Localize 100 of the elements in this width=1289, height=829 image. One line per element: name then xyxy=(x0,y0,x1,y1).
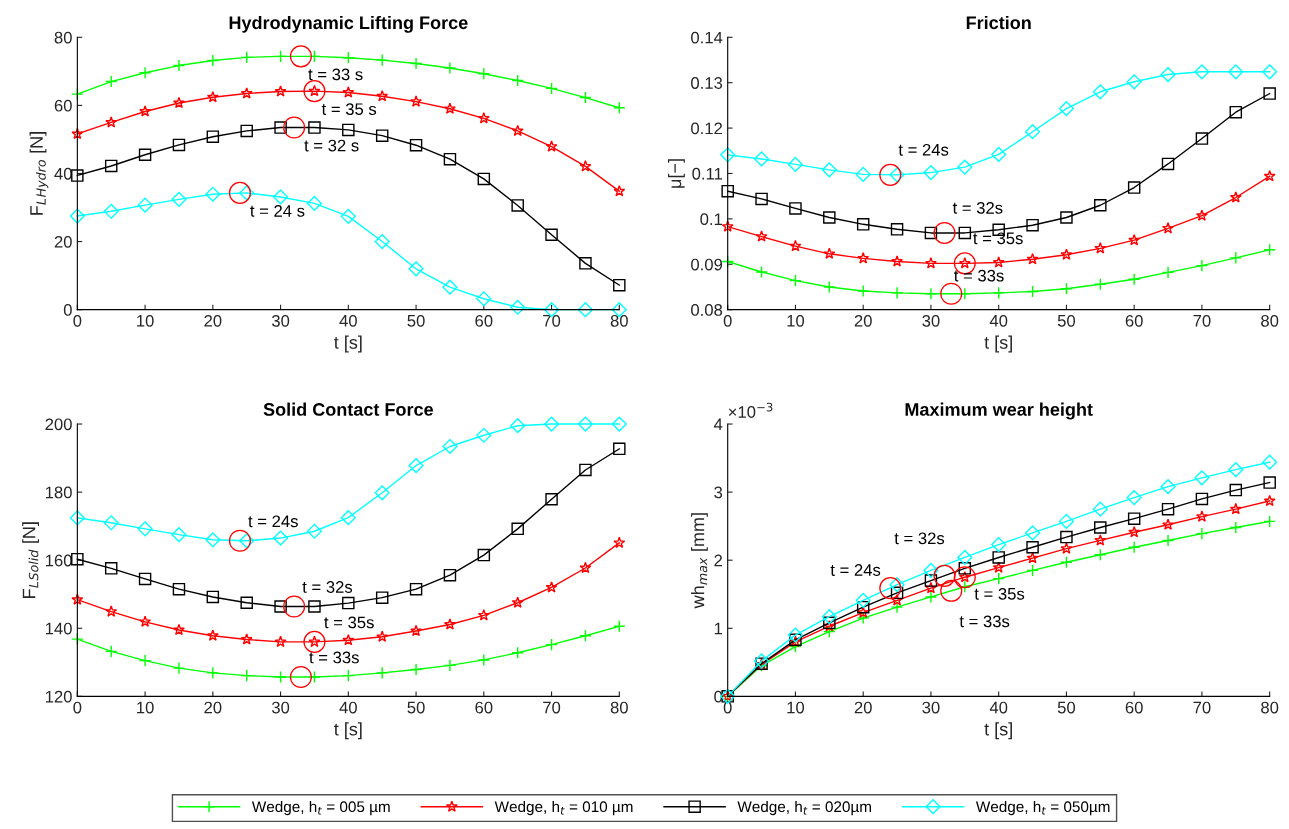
x-tick-label: 20 xyxy=(204,701,222,714)
x-tick-label: 50 xyxy=(407,701,425,714)
point xyxy=(375,666,389,680)
point xyxy=(991,536,1007,553)
point xyxy=(1094,198,1107,212)
point xyxy=(409,57,423,70)
point xyxy=(924,226,938,240)
point xyxy=(477,67,491,80)
point xyxy=(443,568,457,582)
point xyxy=(308,121,321,134)
point xyxy=(924,574,938,587)
point xyxy=(1058,513,1074,529)
point xyxy=(754,653,770,669)
y-tick-label: 60 xyxy=(54,99,72,112)
point xyxy=(477,172,491,186)
y-tick-label: 0.13 xyxy=(691,77,723,89)
y-tick-label: 2 xyxy=(714,554,722,567)
point xyxy=(409,582,423,596)
point xyxy=(1094,242,1107,254)
point xyxy=(1094,548,1107,561)
point xyxy=(376,89,389,102)
point xyxy=(613,278,626,292)
point xyxy=(821,609,837,625)
point xyxy=(890,223,904,236)
point xyxy=(1263,243,1276,256)
point xyxy=(477,548,491,562)
point xyxy=(274,50,287,63)
point xyxy=(138,572,152,586)
point xyxy=(171,191,187,207)
point xyxy=(408,261,424,277)
point xyxy=(71,127,84,140)
point xyxy=(545,638,558,651)
point xyxy=(1262,64,1278,80)
point xyxy=(172,96,185,109)
point xyxy=(1024,124,1041,140)
point xyxy=(992,551,1005,564)
point xyxy=(408,457,424,474)
point xyxy=(1195,492,1209,506)
point xyxy=(613,619,626,633)
y-tick-label: 20 xyxy=(54,235,72,248)
point xyxy=(579,257,592,270)
x-tick-label: 70 xyxy=(1193,314,1211,327)
point xyxy=(375,591,389,604)
point xyxy=(410,95,423,107)
point xyxy=(957,159,973,175)
point xyxy=(787,627,804,643)
point xyxy=(1127,181,1141,194)
point xyxy=(755,192,768,206)
point xyxy=(1060,542,1073,554)
point xyxy=(787,156,804,172)
text: ×10$^{−3}$ xyxy=(728,402,773,418)
x-tick-label: 40 xyxy=(989,314,1008,327)
point xyxy=(855,166,871,182)
point xyxy=(104,159,118,173)
y-tick-label: 80 xyxy=(54,31,72,44)
y-tick-label: 1 xyxy=(714,622,723,635)
point xyxy=(1161,534,1175,547)
point xyxy=(104,75,118,88)
point xyxy=(1228,64,1244,80)
x-tick-label: 40 xyxy=(989,701,1008,714)
point xyxy=(103,203,119,219)
point xyxy=(1092,501,1108,517)
point xyxy=(103,515,119,531)
x-tick-label: 60 xyxy=(1125,314,1143,327)
point xyxy=(924,287,938,301)
point xyxy=(69,510,85,526)
y-tick-label: 0.08 xyxy=(691,304,723,316)
point xyxy=(1026,253,1039,265)
point xyxy=(1160,66,1176,83)
point xyxy=(476,427,492,443)
point xyxy=(1195,527,1209,540)
point xyxy=(442,438,458,455)
point xyxy=(1058,100,1074,117)
point xyxy=(1127,512,1141,525)
annotation: t = 24 s xyxy=(250,204,305,217)
point xyxy=(477,653,491,667)
point xyxy=(991,146,1007,162)
x-axis-title: t [s] xyxy=(984,335,1012,353)
point xyxy=(206,90,219,103)
point xyxy=(308,600,321,613)
point xyxy=(340,208,356,224)
point xyxy=(924,590,938,604)
point xyxy=(890,286,904,300)
x-tick-label: 60 xyxy=(1125,701,1143,714)
chart-title: Maximum wear height xyxy=(905,402,1093,420)
y-tick-label: 0 xyxy=(63,304,72,316)
point xyxy=(1026,218,1039,232)
point xyxy=(721,220,734,232)
point xyxy=(1262,454,1278,470)
point xyxy=(1161,157,1175,171)
point xyxy=(274,600,287,613)
point xyxy=(611,416,627,432)
y-tick-label: 140 xyxy=(45,622,72,635)
x-tick-label: 60 xyxy=(475,314,493,327)
point xyxy=(510,418,526,434)
point xyxy=(105,605,118,617)
point xyxy=(821,162,837,178)
y-tick-label: 200 xyxy=(45,418,72,431)
x-tick-label: 0 xyxy=(723,314,732,327)
point xyxy=(613,184,626,197)
